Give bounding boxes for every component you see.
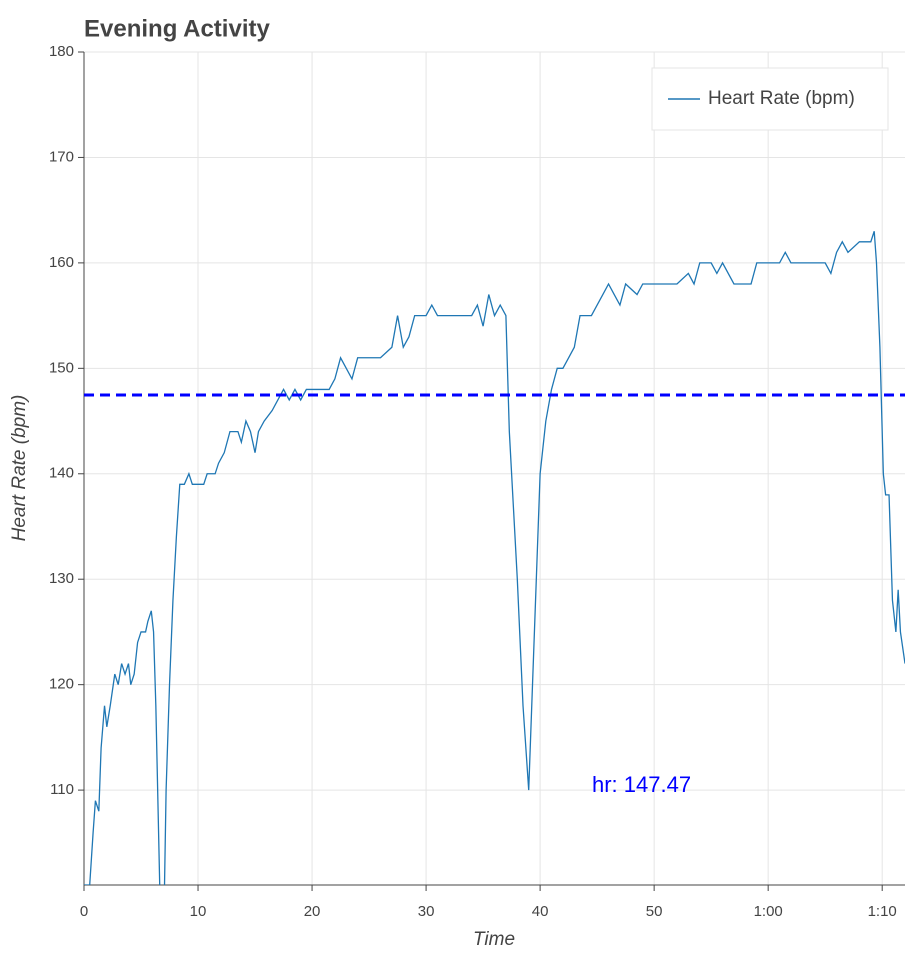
x-tick-label: 10 bbox=[190, 903, 207, 920]
x-tick-label: 30 bbox=[418, 903, 435, 920]
y-tick-label: 150 bbox=[49, 359, 74, 376]
x-axis-label: Time bbox=[473, 929, 515, 950]
x-tick-label: 40 bbox=[532, 903, 549, 920]
y-tick-label: 170 bbox=[49, 148, 74, 165]
x-tick-label: 1:00 bbox=[754, 903, 783, 920]
chart-title: Evening Activity bbox=[84, 15, 270, 42]
x-tick-label: 1:10 bbox=[868, 903, 897, 920]
y-tick-label: 130 bbox=[49, 570, 74, 587]
y-tick-label: 140 bbox=[49, 465, 74, 482]
plot-area bbox=[84, 231, 905, 885]
y-tick-label: 180 bbox=[49, 43, 74, 60]
y-tick-label: 120 bbox=[49, 676, 74, 693]
legend-label: Heart Rate (bpm) bbox=[708, 88, 855, 109]
y-tick-label: 160 bbox=[49, 254, 74, 271]
annotation: hr: 147.47 bbox=[592, 772, 691, 797]
x-tick-label: 50 bbox=[646, 903, 663, 920]
y-tick-label: 110 bbox=[50, 781, 74, 798]
legend-box bbox=[651, 67, 889, 131]
y-axis-label: Heart Rate (bpm) bbox=[9, 395, 30, 542]
x-tick-label: 0 bbox=[80, 903, 88, 920]
x-tick-label: 20 bbox=[304, 903, 321, 920]
data-line bbox=[84, 231, 905, 885]
